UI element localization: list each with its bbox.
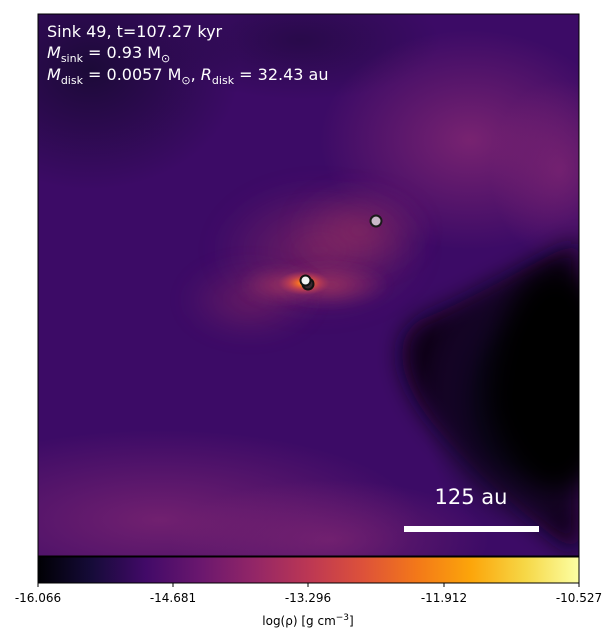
- colorbar-tick-label: -16.066: [15, 591, 61, 605]
- density-map: [38, 14, 579, 556]
- colorbar-tick-label: -11.912: [421, 591, 467, 605]
- sink-title: Sink 49, t=107.27 kyr: [47, 22, 223, 41]
- colorbar-tick-label: -13.296: [285, 591, 331, 605]
- colorbar-ticks: [37, 583, 580, 587]
- panel-frame: [37, 13, 580, 557]
- sink-mass-label: Msink = 0.93 M⊙: [47, 43, 170, 65]
- colorbar: [37, 556, 580, 584]
- colorbar-tick-label: -14.681: [150, 591, 196, 605]
- sink-particle-grey: [369, 214, 383, 228]
- scale-bar: [404, 526, 539, 532]
- scale-bar-label: 125 au: [435, 485, 508, 509]
- colorbar-label: log(ρ) [g cm−3]: [262, 613, 353, 628]
- sink-particle-bright: [299, 274, 312, 287]
- colorbar-tick-label: -10.527: [556, 591, 602, 605]
- disk-properties-label: Mdisk = 0.0057 M⊙, Rdisk = 32.43 au: [47, 65, 328, 87]
